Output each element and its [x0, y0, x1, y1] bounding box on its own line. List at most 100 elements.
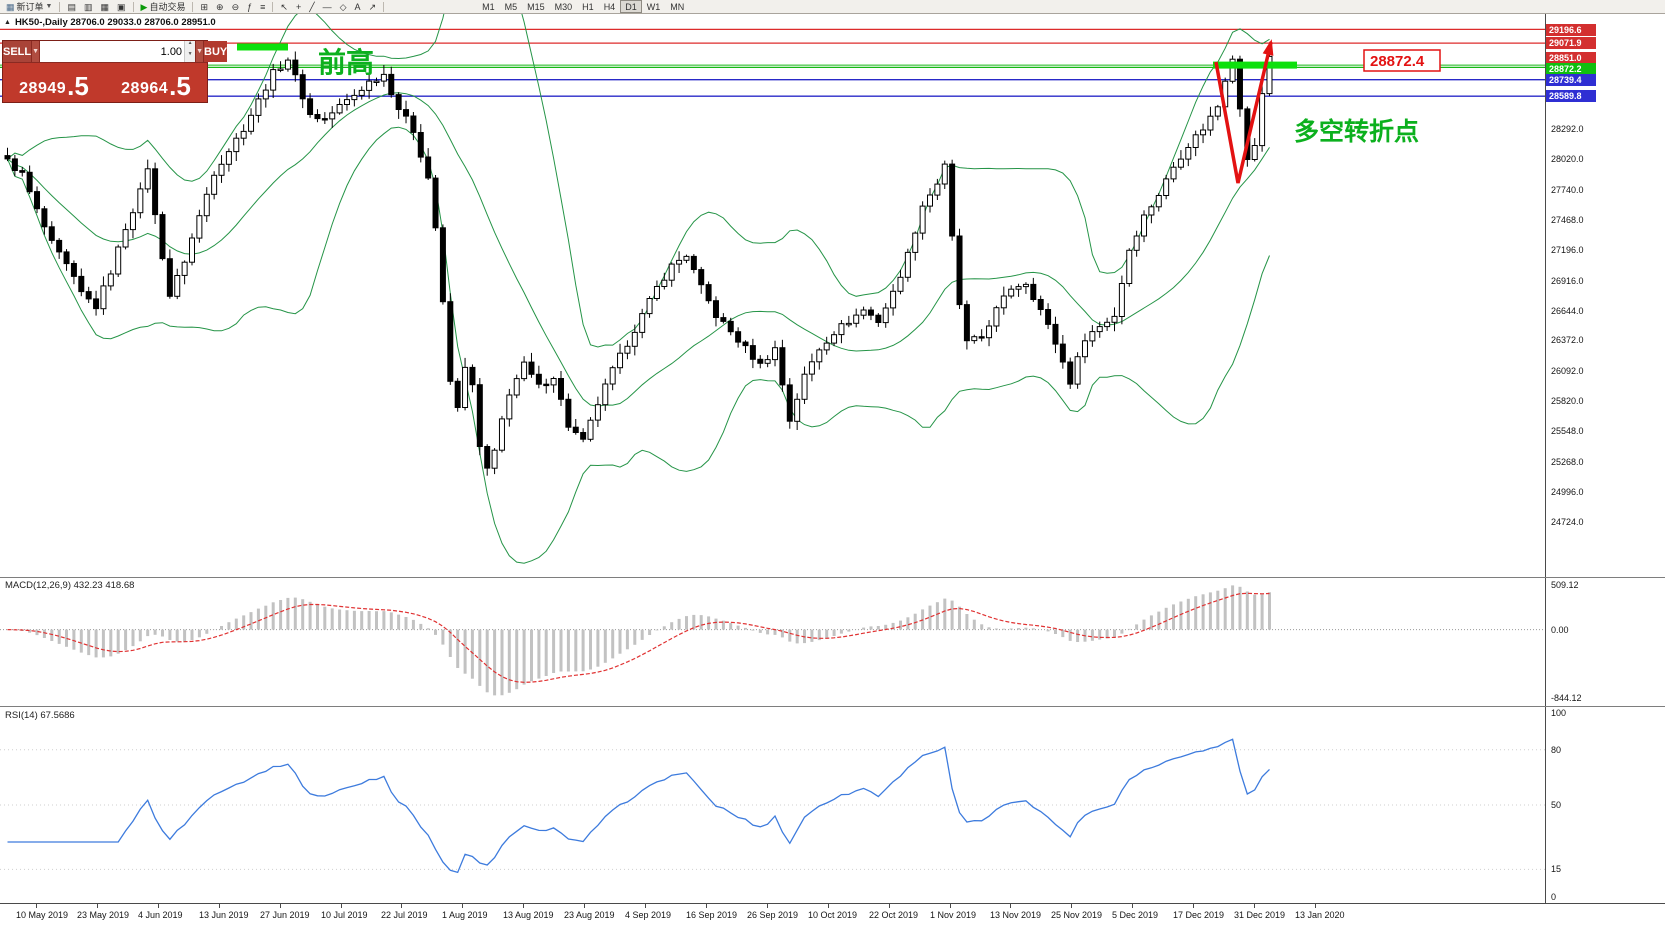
toolbar-separator — [192, 1, 194, 12]
chart-grid-icon[interactable]: ≡ — [260, 1, 266, 12]
trend-arrow — [1214, 41, 1273, 184]
turning-point-annotation: 多空转折点 — [1294, 117, 1419, 146]
timeframe-h1-button[interactable]: H1 — [582, 2, 594, 12]
window-icons-group: ▤ ▥ ▦ ▣ — [63, 0, 129, 13]
buy-button[interactable]: BUY — [204, 41, 228, 62]
highlight-bar — [1213, 61, 1297, 69]
macd-panel-canvas[interactable] — [0, 577, 1545, 706]
price-axis-flag: 28739.4 — [1546, 74, 1596, 86]
macd-signal-line — [7, 592, 1270, 683]
timeframe-w1-button[interactable]: W1 — [646, 2, 661, 12]
date-label: 10 Oct 2019 — [808, 910, 858, 920]
price-tick-label: 26372.0 — [1551, 335, 1584, 345]
date-tick — [706, 904, 707, 908]
date-tick — [950, 904, 951, 908]
navigator-icon[interactable]: ▦ — [100, 1, 110, 12]
level-label-text: 28872.4 — [1370, 53, 1425, 70]
timeframe-m5-button[interactable]: M5 — [504, 2, 518, 12]
macd-axis-max: 509.12 — [1551, 580, 1579, 590]
prev-high-annotation: 前高 — [318, 46, 374, 78]
new-order-icon: ▦ — [6, 1, 15, 12]
price-tick-label: 25268.0 — [1551, 457, 1584, 467]
date-tick — [341, 904, 342, 908]
zoom-in-icon[interactable]: ⊕ — [216, 1, 224, 12]
date-label: 4 Sep 2019 — [625, 910, 672, 920]
rsi-axis-15: 15 — [1551, 864, 1562, 874]
date-tick — [219, 904, 220, 908]
buy-price-frac: .5 — [169, 71, 191, 101]
shapes-icon[interactable]: ◇ — [339, 1, 347, 12]
date-tick — [523, 904, 524, 908]
rsi-panel-canvas[interactable] — [0, 706, 1545, 903]
sell-button[interactable]: SELL — [3, 41, 32, 62]
timeframe-m1-button[interactable]: M1 — [482, 2, 495, 12]
volume-input[interactable] — [40, 41, 185, 62]
rsi-axis-0: 0 — [1551, 892, 1557, 902]
new-chart-icon[interactable]: ⊞ — [200, 1, 209, 12]
date-label: 4 Jun 2019 — [138, 910, 183, 920]
buy-price-int: 28964 — [121, 80, 169, 97]
cursor-icon[interactable]: ↖ — [280, 1, 288, 12]
timeframe-m30-button[interactable]: M30 — [554, 2, 573, 12]
volume-field-wrap: ▲ ▼ — [40, 40, 196, 62]
date-label: 13 Aug 2019 — [503, 910, 554, 920]
bollinger-upper-band — [7, 14, 1270, 348]
volume-stepper[interactable]: ▲ ▼ — [184, 40, 196, 62]
buy-price[interactable]: 28964 .5 — [105, 63, 207, 102]
sell-price-int: 28949 — [19, 80, 67, 97]
timeframe-h4-button[interactable]: H4 — [603, 2, 616, 12]
date-label: 1 Nov 2019 — [930, 910, 977, 920]
main-toolbar: ▦ 新订单 ▼ ▤ ▥ ▦ ▣ ▶ 自动交易 ⊞ ⊕ ⊖ ƒ ≡ ↖ + ╱ ― ◇ A ↗ M1 M5 M1… — [0, 0, 1665, 14]
rsi-line — [7, 738, 1270, 874]
new-order-label: 新订单 — [16, 1, 44, 12]
auto-trading-button[interactable]: ▶ 自动交易 — [137, 0, 190, 13]
date-label: 16 Sep 2019 — [686, 910, 738, 920]
timeframe-d1-button[interactable]: D1 — [620, 0, 642, 13]
date-label: 26 Sep 2019 — [747, 910, 799, 920]
sell-options-dropdown[interactable]: ▼ — [31, 41, 41, 62]
market-watch-icon[interactable]: ▤ — [67, 1, 76, 12]
new-order-button[interactable]: ▦ 新订单 ▼ — [2, 0, 56, 13]
data-window-icon[interactable]: ▥ — [83, 1, 93, 12]
date-label: 10 Jul 2019 — [321, 910, 368, 920]
sell-price-frac: .5 — [67, 71, 89, 101]
horizontal-line-icon[interactable]: ― — [322, 1, 332, 12]
sell-price[interactable]: 28949 .5 — [3, 63, 105, 102]
price-tick-label: 28020.0 — [1551, 154, 1584, 164]
price-axis-flag: 28872.2 — [1546, 63, 1596, 75]
buy-options-dropdown[interactable]: ▼ — [195, 41, 204, 62]
chart-title-text: HK50-,Daily 28706.0 29033.0 28706.0 2895… — [14, 17, 216, 28]
price-axis-flag: 29196.6 — [1546, 24, 1596, 36]
level-label-box — [1363, 49, 1441, 72]
indicators-list-icon[interactable]: ƒ — [247, 1, 253, 12]
panel-separator[interactable] — [0, 577, 1665, 578]
date-label: 22 Oct 2019 — [869, 910, 919, 920]
stepper-down-icon[interactable]: ▼ — [187, 50, 193, 57]
price-tick-label: 27196.0 — [1551, 245, 1584, 255]
price-tick-label: 25548.0 — [1551, 426, 1584, 436]
text-tool-icon[interactable]: A — [354, 1, 361, 12]
stepper-up-icon[interactable]: ▲ — [187, 40, 193, 46]
date-tick — [1254, 904, 1255, 908]
auto-trading-label: 自动交易 — [149, 1, 186, 12]
price-tick-label: 27740.0 — [1551, 185, 1584, 195]
date-label: 13 Jan 2020 — [1295, 910, 1345, 920]
price-level-lines — [0, 28, 1545, 97]
date-label: 17 Dec 2019 — [1173, 910, 1225, 920]
drawing-tools-group: ↖ + ╱ ― ◇ A ↗ — [276, 0, 380, 13]
toolbar-separator — [383, 1, 385, 12]
arrow-tool-icon[interactable]: ↗ — [368, 1, 377, 12]
timeframe-m15-button[interactable]: M15 — [527, 2, 545, 12]
price-axis[interactable]: 28292.0 28020.0 27740.0 27468.0 27196.0 26916… — [1545, 14, 1665, 903]
toolbar-separator — [59, 1, 61, 12]
trendline-icon[interactable]: ╱ — [309, 1, 315, 12]
terminal-icon[interactable]: ▣ — [117, 1, 126, 12]
crosshair-icon[interactable]: + — [295, 1, 302, 12]
timeframe-mn-button[interactable]: MN — [670, 2, 685, 12]
panel-separator[interactable] — [0, 706, 1665, 707]
date-axis[interactable]: 10 May 2019 23 May 2019 4 Jun 2019 13 Jun 2… — [0, 903, 1665, 941]
zoom-out-icon[interactable]: ⊖ — [231, 1, 240, 12]
one-click-trade-panel: SELL ▼ ▲ ▼ ▼ BUY 28949 .5 28964 .5 — [2, 40, 228, 103]
date-label: 5 Dec 2019 — [1112, 910, 1159, 920]
